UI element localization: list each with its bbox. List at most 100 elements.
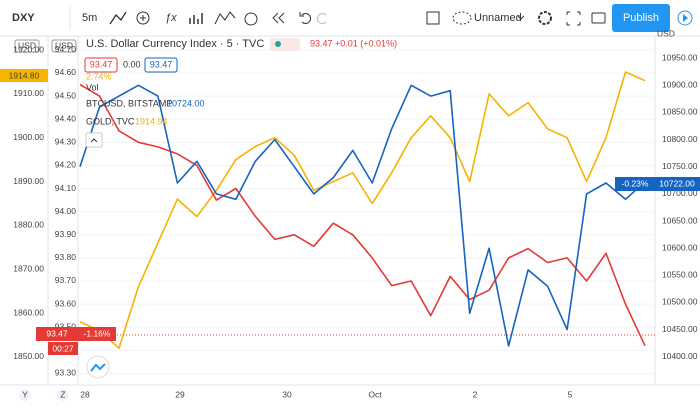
x-tick-label: 28 bbox=[80, 389, 90, 399]
legend-close: 93.47 bbox=[150, 59, 173, 69]
fx-icon[interactable]: ƒx bbox=[165, 12, 177, 24]
alert-icon[interactable] bbox=[244, 12, 258, 26]
x-tick-label: 2 bbox=[473, 389, 478, 399]
select-icon[interactable] bbox=[426, 11, 440, 25]
y-tick-label: 94.30 bbox=[55, 137, 77, 147]
dxy-change-label: -1.16% bbox=[84, 328, 111, 338]
y-tick-label: 10900.00 bbox=[662, 80, 698, 90]
legend: U.S. Dollar Currency Index · 5 · TVC 93.… bbox=[84, 38, 397, 148]
y-tick-label: 94.70 bbox=[55, 44, 77, 54]
gold-badge-label: 1914.80 bbox=[9, 70, 40, 80]
dxy-badge bbox=[36, 327, 78, 341]
publish-button[interactable] bbox=[612, 4, 670, 32]
y-tick-label: 94.10 bbox=[55, 183, 77, 193]
x-tick-label: Oct bbox=[368, 389, 382, 399]
y-tick-label: 10500.00 bbox=[662, 297, 698, 307]
y-tick-label: 10550.00 bbox=[662, 270, 698, 280]
axis-unit: USD bbox=[18, 40, 36, 50]
play-triangle bbox=[683, 14, 688, 22]
y-tick-label: 10800.00 bbox=[662, 134, 698, 144]
countdown-label: 00:27 bbox=[52, 343, 74, 353]
y-tick-label: 10450.00 bbox=[662, 324, 698, 334]
legend-title: U.S. Dollar Currency Index · 5 · TVC bbox=[86, 38, 264, 50]
snapshot-icon[interactable] bbox=[591, 12, 606, 24]
gold-badge bbox=[0, 69, 48, 82]
y-tick-label: 10850.00 bbox=[662, 107, 698, 117]
y-button-label[interactable]: Y bbox=[22, 389, 28, 399]
y-tick-label: 10950.00 bbox=[662, 52, 698, 62]
legend-btc: BTCUSD, BITSTAMP bbox=[86, 98, 172, 108]
undo-icon[interactable] bbox=[299, 12, 311, 24]
y-tick-label: 10700.00 bbox=[662, 188, 698, 198]
layout-name[interactable]: Unnamed bbox=[474, 12, 522, 24]
play-icon[interactable] bbox=[677, 10, 693, 26]
fullscreen-icon[interactable] bbox=[566, 11, 581, 26]
dxy-change-badge bbox=[78, 327, 116, 341]
collapse-arrow bbox=[90, 138, 98, 143]
legend-gold-value: 1914.94 bbox=[135, 116, 168, 126]
publish-label[interactable]: Publish bbox=[623, 12, 659, 24]
price-line-dxy bbox=[79, 83, 646, 347]
y-tick-label: 1860.00 bbox=[13, 307, 44, 317]
legend-change: 93.47 +0.01 (+0.01%) bbox=[310, 38, 397, 48]
y-tick-label: 93.70 bbox=[55, 275, 77, 285]
y-tick-label: 10400.00 bbox=[662, 351, 698, 361]
interval[interactable]: 5m bbox=[82, 12, 97, 24]
legend-zero: 0.00 bbox=[123, 59, 141, 69]
y-tick-label: 1850.00 bbox=[13, 351, 44, 361]
y-tick-label: 1920.00 bbox=[13, 44, 44, 54]
btc-change-label: -0.23% bbox=[622, 178, 649, 188]
legend-volume: Vol bbox=[86, 82, 99, 92]
toolbar-bg bbox=[0, 0, 700, 36]
legend-toggle[interactable] bbox=[270, 38, 300, 51]
replay-icon[interactable] bbox=[272, 12, 285, 24]
unit-box bbox=[14, 39, 40, 53]
x-tick-label: 29 bbox=[175, 389, 185, 399]
open-box bbox=[84, 57, 118, 73]
y-tick-label: 93.80 bbox=[55, 252, 77, 262]
z-button-label[interactable]: Z bbox=[60, 389, 65, 399]
price-line-gold bbox=[79, 71, 646, 349]
btc-badge bbox=[655, 177, 700, 191]
chart-type-icon[interactable] bbox=[109, 11, 127, 25]
y-tick-label: 94.40 bbox=[55, 113, 77, 123]
dxy-badge-label: 93.47 bbox=[46, 328, 68, 338]
y-tick-label: 1870.00 bbox=[13, 264, 44, 274]
indicators-icon[interactable] bbox=[189, 13, 203, 24]
collapse-button[interactable] bbox=[85, 132, 103, 148]
y-tick-label: 93.60 bbox=[55, 298, 77, 308]
y-tick-label: 94.50 bbox=[55, 90, 77, 100]
y-tick-label: 1910.00 bbox=[13, 88, 44, 98]
redo-icon[interactable] bbox=[317, 13, 327, 24]
legend-percent: 2.74% bbox=[86, 71, 112, 81]
templates-icon[interactable] bbox=[214, 11, 236, 25]
legend-btc-value: 10724.00 bbox=[167, 98, 205, 108]
y-tick-label: 10600.00 bbox=[662, 242, 698, 252]
y-tick-label: 1890.00 bbox=[13, 176, 44, 186]
y-button[interactable] bbox=[19, 389, 31, 401]
legend-gold: GOLD, TVC bbox=[86, 116, 135, 126]
x-tick-label: 5 bbox=[568, 389, 573, 399]
y-tick-label: 1900.00 bbox=[13, 132, 44, 142]
status-dot bbox=[275, 41, 281, 47]
axis-unit: USD bbox=[55, 40, 73, 50]
cloud-icon[interactable] bbox=[452, 11, 472, 25]
close-box bbox=[144, 57, 178, 73]
y-tick-label: 10650.00 bbox=[662, 215, 698, 225]
y-tick-label: 1880.00 bbox=[13, 220, 44, 230]
y-tick-label: 93.50 bbox=[55, 321, 77, 331]
unit-box bbox=[51, 39, 77, 53]
symbol[interactable]: DXY bbox=[12, 12, 35, 24]
toolbar: DXY 5m ƒx Unnamed Publish bbox=[0, 0, 700, 37]
indicator-add-icon[interactable] bbox=[136, 11, 150, 25]
z-button[interactable] bbox=[57, 389, 69, 401]
x-axis: 28 29 30 Oct 2 5 bbox=[80, 389, 572, 399]
y-tick-label: 10750.00 bbox=[662, 161, 698, 171]
legend-open: 93.47 bbox=[90, 59, 113, 69]
plot bbox=[78, 49, 655, 374]
settings-icon[interactable] bbox=[538, 11, 552, 25]
y-tick-label: 94.00 bbox=[55, 206, 77, 216]
y-tick-label: 94.60 bbox=[55, 67, 77, 77]
dropdown-arrow[interactable] bbox=[517, 15, 525, 20]
price-line-btcusd bbox=[79, 84, 646, 347]
